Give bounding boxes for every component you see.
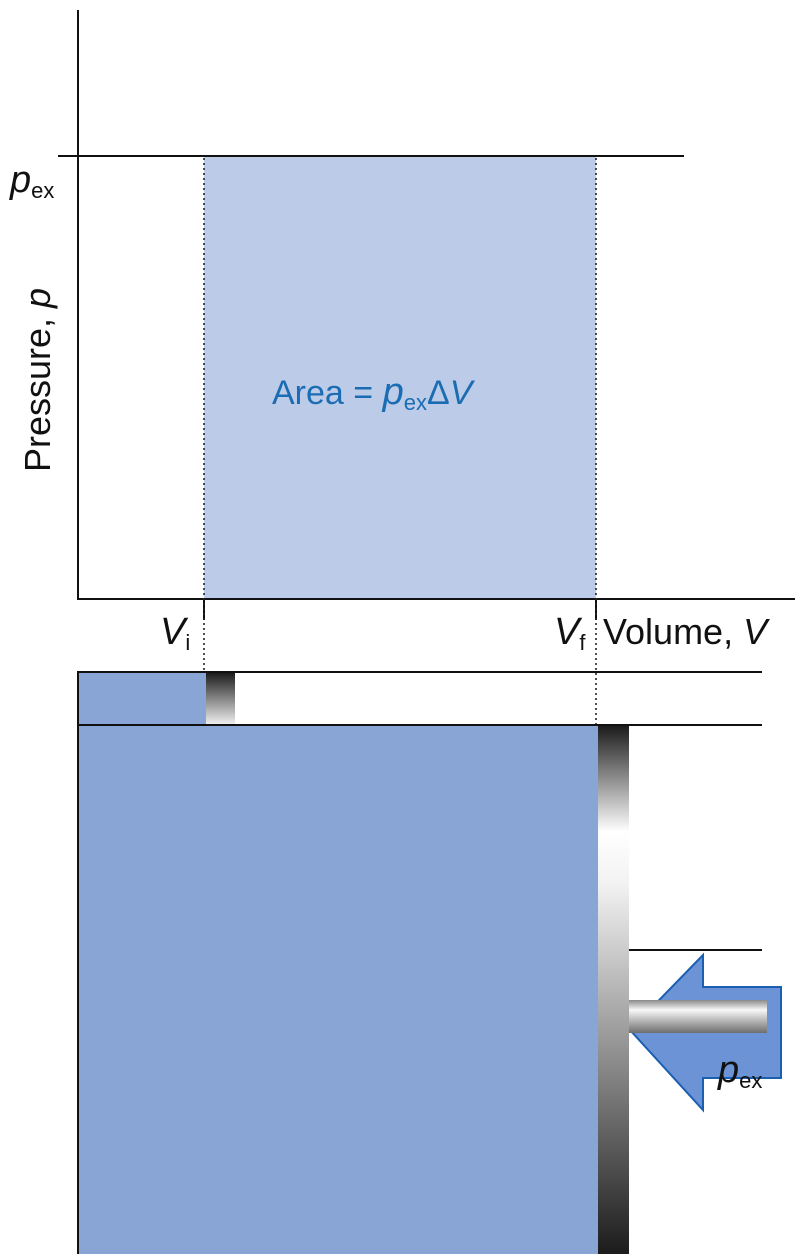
piston-rod (629, 1000, 767, 1033)
area-label: Area = pexΔV (272, 371, 476, 415)
vi-label: Vi (160, 611, 190, 655)
pressure-axis-label: Pressure, p (17, 288, 58, 472)
pex-force-label: pex (717, 1049, 762, 1093)
piston-head (598, 726, 629, 1254)
pv-graph: Pressure, p pex Vi Vf Volume, V Area = p… (9, 10, 795, 725)
vf-label: Vf (554, 611, 586, 655)
work-area (204, 156, 596, 599)
volume-axis-label: Volume, V (603, 611, 770, 652)
pex-axis-label: pex (9, 159, 54, 203)
cylinder-final: pex (77, 724, 782, 1254)
gas-final (78, 725, 598, 1254)
